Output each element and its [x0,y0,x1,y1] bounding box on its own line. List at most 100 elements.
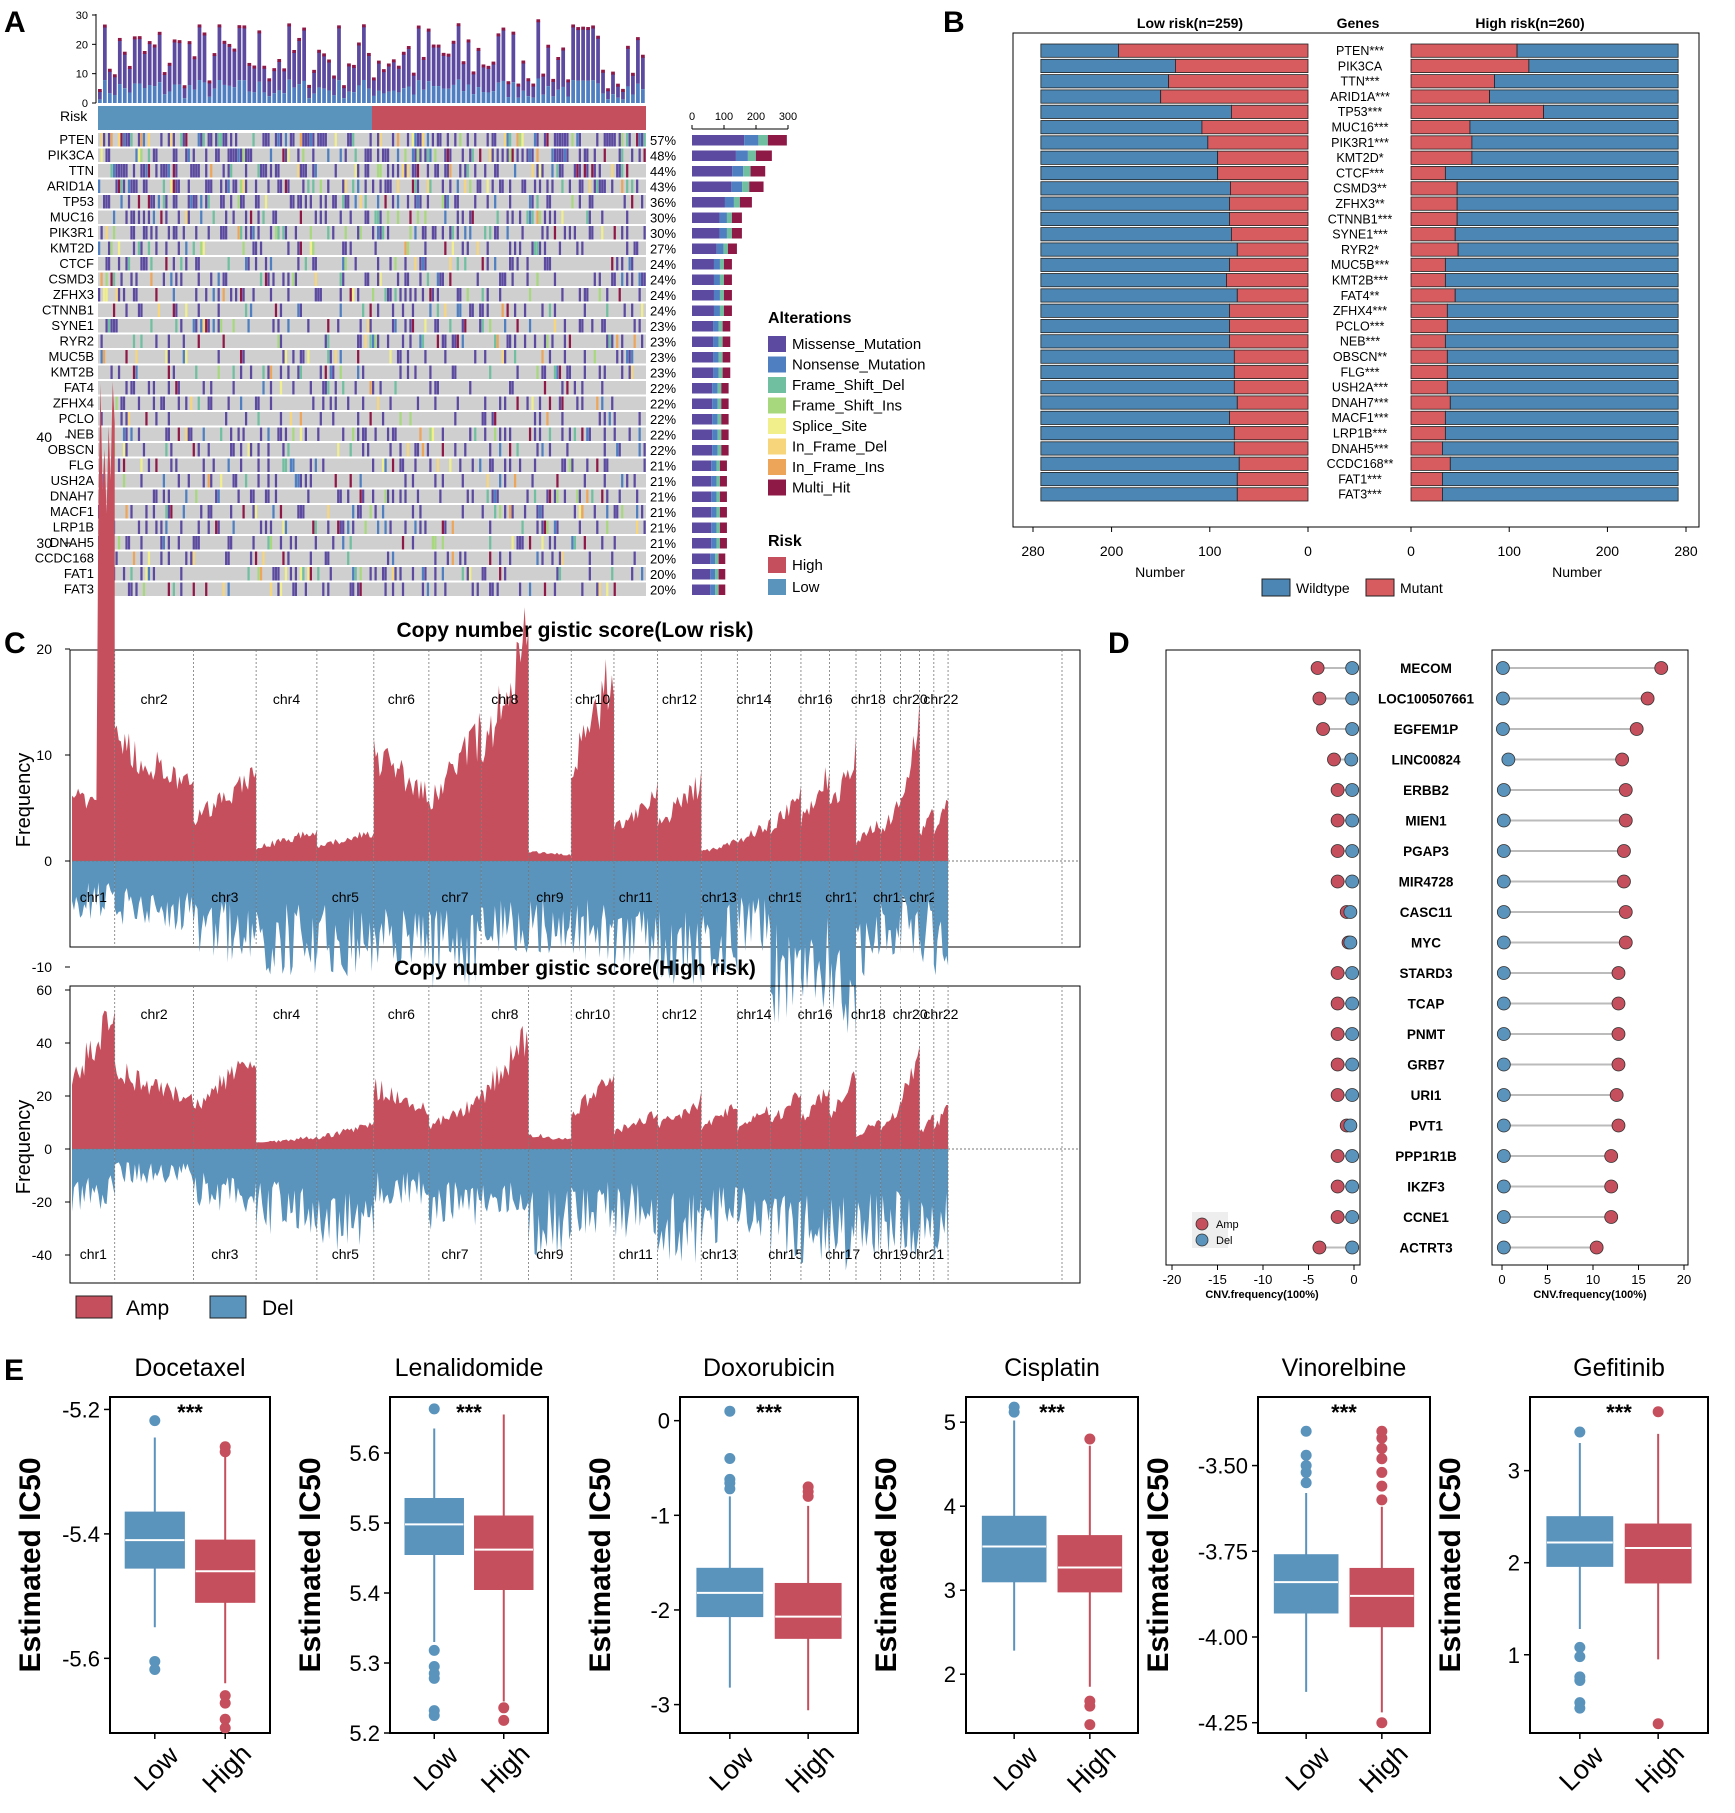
oncoprint-cell [578,164,581,178]
oncoprint-cell [220,319,223,333]
oncoprint-cell [342,257,345,271]
oncoprint-cell [212,288,215,302]
oncoprint-cell [561,179,564,193]
oncoprint-cell [479,458,482,472]
tmb-bar-nonsense [531,97,536,103]
side-bar-fs [733,197,740,208]
oncoprint-cell [147,210,151,224]
gene-label: PPP1R1B [1395,1149,1457,1164]
oncoprint-cell [556,520,559,534]
oncoprint-cell [314,210,317,224]
del-area-chr9 [528,1149,572,1256]
oncoprint-cell [531,195,534,209]
oncoprint-cell [369,505,372,519]
y-axis-label: Estimated IC50 [1142,1457,1175,1672]
y-tick-label: 60 [36,982,52,998]
oncoprint-cell [357,505,360,519]
side-bar-multi [739,197,752,208]
oncoprint-cell [357,288,360,302]
axis-tick-label: 280 [1021,543,1045,559]
oncoprint-cell [586,458,589,472]
oncoprint-cell [172,164,175,178]
side-bar-fs [715,584,719,595]
tmb-bar-multi [381,69,386,73]
del-area-chr5 [316,1149,374,1251]
oncoprint-cell [409,288,412,302]
side-bar-nonsense [710,584,716,595]
right-del-point [1496,966,1511,980]
oncoprint-cell [611,164,614,178]
oncoprint-cell [145,412,148,426]
tmb-bar-multi [391,59,396,63]
oncoprint-cell [100,272,103,286]
side-bar-nonsense [713,305,720,316]
oncoprint-cell [282,443,285,457]
oncoprint-cell [583,148,586,162]
side-bar-nonsense [713,259,720,270]
side-bar-missense [692,507,712,518]
right-del-point [1496,1179,1511,1194]
tmb-bar-multi [207,80,212,84]
oncoprint-cell [583,474,586,488]
oncoprint-cell [284,427,288,441]
oncoprint-cell [593,148,596,162]
oncoprint-cell [197,396,200,410]
oncoprint-cell [292,381,295,395]
oncoprint-cell [426,272,430,286]
oncoprint-cell [541,350,544,364]
tmb-bar-multi [182,85,187,89]
oncoprint-cell [586,288,589,302]
oncoprint-cell [155,412,158,426]
legend-mutant: Mutant [1400,580,1443,596]
oncoprint-cell [449,272,452,286]
oncoprint-cell [631,272,634,286]
oncoprint-cell [142,133,146,147]
gene-label: MACF1*** [1332,411,1389,425]
oncoprint-cell [404,148,407,162]
oncoprint-cell [394,319,397,333]
tmb-bar-missense [506,83,511,98]
oncoprint-cell [501,148,504,162]
oncoprint-cell [117,241,121,255]
oncoprint-cell [494,164,497,178]
oncoprint-cell [165,164,168,178]
oncoprint-cell [339,148,342,162]
del-area-chr11 [613,861,658,976]
oncoprint-cell [601,536,604,550]
oncoprint-cell [282,551,285,565]
oncoprint-cell [474,133,477,147]
oncoprint-cell [125,303,128,317]
right-amp-point [1604,1179,1619,1194]
oncoprint-cell [274,210,278,224]
oncoprint-cell [546,489,549,503]
oncoprint-cell [252,288,255,302]
oncoprint-row-bg [98,474,646,488]
oncoprint-cell [182,226,185,240]
oncoprint-cell [414,179,417,193]
oncoprint-cell [115,288,118,302]
oncoprint-cell [374,505,377,519]
oncoprint-cell [279,334,283,348]
oncoprint-cell [469,567,472,581]
oncoprint-cell [294,272,298,286]
oncoprint-cell [556,148,559,162]
oncoprint-cell [322,396,325,410]
oncoprint-cell [150,272,153,286]
oncoprint-cell [464,257,467,271]
tmb-bar-nonsense [411,94,416,103]
gene-label: SYNE1 [51,318,94,333]
amp-area-chr17 [829,1071,856,1149]
tmb-bar-multi [127,65,132,69]
side-bar-nonsense [711,460,717,471]
side-bar-fs [718,352,723,363]
tmb-bar-multi [277,59,282,63]
oncoprint-cell [167,365,170,379]
low-mutant-bar [1229,410,1309,425]
amp-area-chr8 [481,607,529,861]
oncoprint-cell [444,195,447,209]
high-wildtype-bar [1446,380,1679,395]
side-bar-nonsense [732,166,744,177]
right-del-point [1496,844,1511,858]
oncoprint-cell [282,458,285,472]
oncoprint-cell [195,288,198,302]
